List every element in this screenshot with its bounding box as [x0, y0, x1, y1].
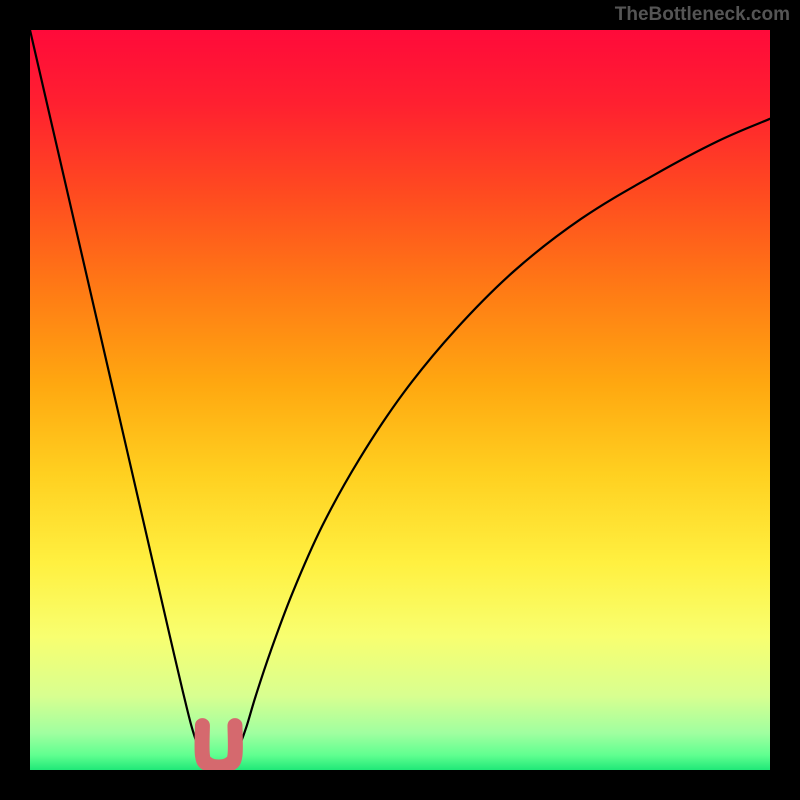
- bottleneck-curve-left: [30, 30, 202, 755]
- sweet-spot-marker: [202, 726, 235, 767]
- plot-area: [30, 30, 770, 770]
- curve-layer: [30, 30, 770, 770]
- bottleneck-curve-right: [235, 119, 770, 755]
- watermark-text: TheBottleneck.com: [615, 4, 790, 26]
